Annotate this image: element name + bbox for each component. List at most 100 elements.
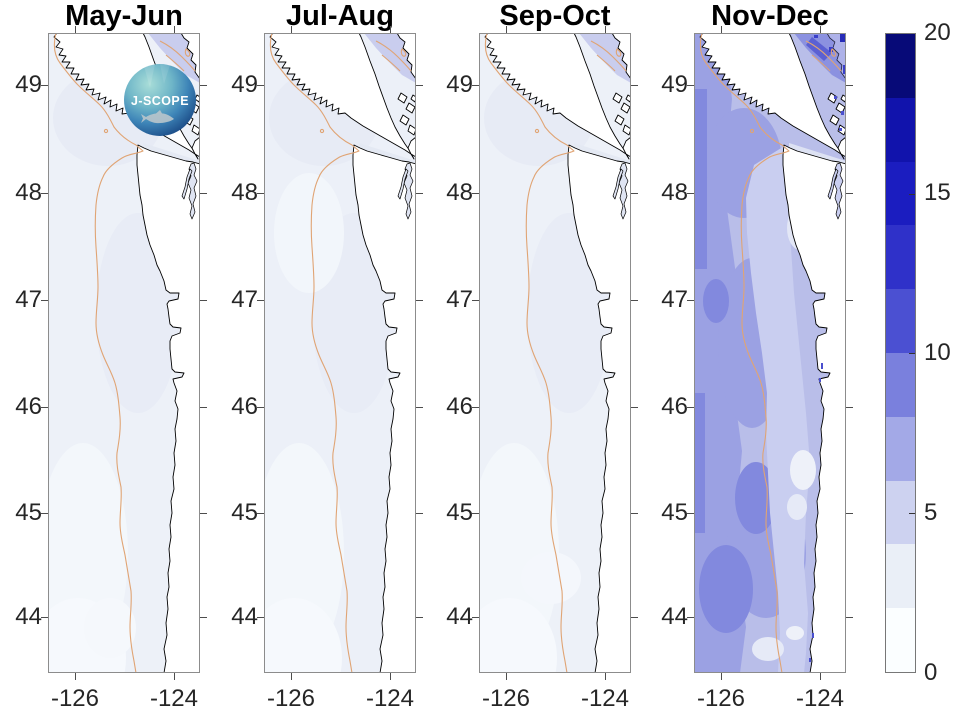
logo-circle [124,64,196,136]
y-tick-label: 48 [446,179,473,206]
y-tick-label: 44 [231,603,258,630]
axis-tick [75,673,77,680]
colorbar-segment [886,416,915,481]
axis-tick [846,193,853,195]
light-ray [144,64,155,88]
map-sep-oct [472,26,638,680]
y-tick-label: 46 [661,393,688,420]
panel-title: Sep-Oct [499,0,611,32]
axis-tick [41,513,48,515]
colorbar [885,33,916,673]
y-tick-label: 49 [446,71,473,98]
axis-tick [200,407,207,409]
axis-tick [416,85,423,87]
map-jul-aug [257,26,423,680]
colorbar-tick-label: 0 [924,659,938,686]
y-tick-label: 46 [446,393,473,420]
axis-tick [846,617,853,619]
fish-icon [141,110,174,124]
y-tick-label: 45 [661,499,688,526]
y-tick-label: 45 [15,499,42,526]
axis-tick [41,617,48,619]
y-tick-label: 44 [15,603,42,630]
map-svg-sep-oct [479,33,631,673]
y-tick-label: 47 [661,286,688,313]
colorbar-segment [886,480,915,545]
axis-tick [472,617,479,619]
y-tick-label: 45 [446,499,473,526]
y-tick-label: 48 [661,179,688,206]
axis-tick [687,617,694,619]
y-tick-label: 47 [231,286,258,313]
axis-tick [687,85,694,87]
panel-nov-dec: Nov-Dec 49 48 47 46 45 44 [661,0,853,715]
y-tick-label: 49 [661,71,688,98]
axis-tick [721,26,723,33]
axis-tick [41,85,48,87]
colorbar-segment [886,161,915,226]
axis-tick [416,513,423,515]
axis-tick [41,300,48,302]
panel-title: May-Jun [65,0,183,32]
axis-tick [472,193,479,195]
axis-tick [41,407,48,409]
axis-tick [472,300,479,302]
axis-tick [472,407,479,409]
axis-tick [846,300,853,302]
axis-tick [200,300,207,302]
axis-tick [631,85,638,87]
colorbar-segment [886,608,915,672]
logo-text: J-SCOPE [131,93,189,108]
axis-tick [257,193,264,195]
x-tick-label: -126 [266,685,316,712]
colorbar-segment [886,352,915,417]
y-tick-label: 44 [446,603,473,630]
light-ray [160,64,170,84]
axis-tick [41,193,48,195]
y-tick-label: 49 [231,71,258,98]
y-tick-label: 45 [231,499,258,526]
x-tick-label: -126 [50,685,100,712]
y-tick-label: 47 [15,286,42,313]
axis-tick [200,617,207,619]
panel-jul-aug: Jul-Aug 49 48 47 46 45 44 -126 -124 [231,0,423,715]
y-tick-label: 48 [231,179,258,206]
y-tick-label: 44 [661,603,688,630]
y-tick-label: 46 [231,393,258,420]
axis-tick [687,193,694,195]
axis-tick [75,26,77,33]
panel-title: Jul-Aug [286,0,394,32]
axis-tick [631,513,638,515]
y-tick-label: 46 [15,393,42,420]
y-tick-label: 49 [15,71,42,98]
axis-tick [390,26,392,33]
colorbar-segment [886,225,915,290]
axis-tick [472,85,479,87]
x-tick-label: -124 [365,685,415,712]
colorbar-segment [886,34,915,98]
colorbar-tick-label: 10 [924,339,951,366]
axis-tick [416,300,423,302]
colorbar-tick [909,193,915,195]
axis-tick [820,26,822,33]
map-svg-nov-dec [694,33,846,673]
x-tick-label: -124 [795,685,845,712]
axis-tick [631,407,638,409]
colorbar-tick-label: 5 [924,499,938,526]
colorbar-tick [909,353,915,355]
map-nov-dec [687,26,853,680]
axis-tick [416,407,423,409]
axis-tick [506,673,508,680]
axis-tick [390,673,392,680]
map-svg-jul-aug [264,33,416,673]
panel-may-jun: May-Jun 49 48 47 46 45 44 [15,0,207,715]
axis-tick [721,673,723,680]
x-tick-label: -126 [481,685,531,712]
x-tick-label: -124 [580,685,630,712]
axis-tick [257,85,264,87]
axis-tick [174,673,176,680]
axis-tick [631,300,638,302]
colorbar-tick-label: 20 [924,19,951,46]
colorbar-segment [886,544,915,609]
